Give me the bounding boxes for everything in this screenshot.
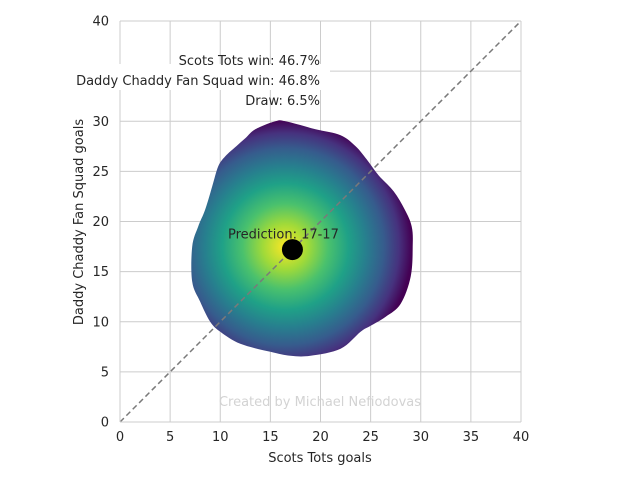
annotation-background: [52, 64, 330, 90]
x-tick-label: 30: [412, 430, 429, 445]
away-win-annotation: Daddy Chaddy Fan Squad win: 46.8%: [76, 74, 320, 89]
watermark: Created by Michael Nefiodovas: [219, 395, 421, 410]
draw-annotation: Draw: 6.5%: [245, 94, 320, 109]
y-tick-label: 5: [101, 365, 109, 380]
y-tick-label: 10: [92, 315, 109, 330]
x-tick-label: 35: [463, 430, 480, 445]
reference-diagonal-line: [120, 21, 521, 422]
y-tick-label: 30: [92, 115, 109, 130]
y-tick-label: 20: [92, 215, 109, 230]
x-tick-label: 15: [262, 430, 279, 445]
x-tick-label: 5: [166, 430, 174, 445]
density-region: [191, 120, 413, 357]
y-tick-label: 25: [92, 165, 109, 180]
y-tick-label: 0: [101, 416, 109, 431]
x-tick-label: 20: [312, 430, 329, 445]
x-tick-label: 10: [212, 430, 229, 445]
x-tick-label: 25: [362, 430, 379, 445]
prediction-label: Prediction: 17-17: [228, 228, 339, 243]
x-tick-label: 40: [513, 430, 530, 445]
x-tick-label: 0: [116, 430, 124, 445]
x-axis-label: Scots Tots goals: [268, 451, 372, 466]
outcome-annotations: Scots Tots win: 46.7% Daddy Chaddy Fan S…: [52, 54, 330, 109]
y-tick-label: 40: [92, 15, 109, 30]
home-win-annotation: Scots Tots win: 46.7%: [179, 54, 320, 69]
prediction-marker: [281, 239, 303, 261]
x-axis-ticks: 0 5 10 15 20 25 30 35 40: [116, 430, 529, 445]
y-tick-label: 15: [92, 265, 109, 280]
y-axis-label: Daddy Chaddy Fan Squad goals: [72, 119, 87, 325]
